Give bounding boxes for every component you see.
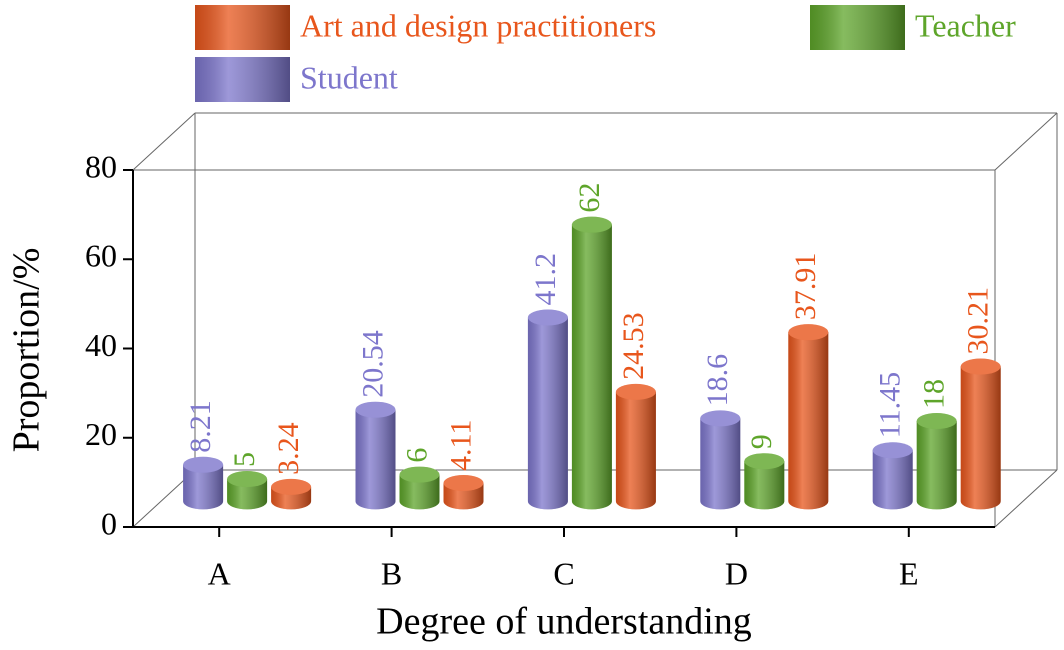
bar-top-highlight <box>399 466 440 483</box>
legend-label: Art and design practitioners <box>300 7 656 43</box>
data-label: 18.6 <box>701 354 734 407</box>
bar-shade <box>527 317 568 510</box>
data-label: 24.53 <box>617 312 650 380</box>
bar-shade <box>788 332 829 510</box>
data-label: 5 <box>228 452 261 467</box>
bar-shade <box>183 464 224 510</box>
bar-shade <box>700 418 741 510</box>
bar-top <box>355 401 396 418</box>
data-label: 9 <box>745 434 778 449</box>
bar-top <box>788 324 829 341</box>
bar-shade <box>571 224 612 510</box>
legend-swatch-shade <box>195 57 290 102</box>
data-label: 20.54 <box>356 330 389 398</box>
data-label: 37.91 <box>789 253 822 321</box>
data-label: 3.24 <box>272 422 305 475</box>
frame-line <box>994 112 1058 171</box>
y-tick-label: 20 <box>85 416 117 452</box>
bar-top <box>571 216 612 233</box>
bar-shade <box>399 474 440 510</box>
x-tick-label: C <box>553 555 574 591</box>
y-tick-label: 0 <box>101 505 117 541</box>
bar-top <box>700 410 741 427</box>
bar-top-highlight <box>615 383 656 400</box>
bar-top-highlight <box>916 413 957 430</box>
bar-top-highlight <box>271 478 312 495</box>
bar-top-highlight <box>443 475 484 492</box>
bar-top-highlight <box>571 216 612 233</box>
legend-label: Student <box>300 59 398 95</box>
bar-shade <box>615 391 656 510</box>
bar-top <box>443 475 484 492</box>
bar-top <box>183 456 224 473</box>
data-label: 11.45 <box>874 372 907 438</box>
x-tick-label: E <box>899 555 919 591</box>
bar-top-highlight <box>355 401 396 418</box>
bar-top-highlight <box>227 471 268 488</box>
legend-label: Teacher <box>915 7 1016 43</box>
y-tick-label: 60 <box>85 238 117 274</box>
frame-line <box>132 112 196 171</box>
bar-shade <box>227 479 268 510</box>
bar-top <box>872 442 913 459</box>
bar-top <box>227 471 268 488</box>
x-tick-label: A <box>208 555 231 591</box>
x-tick-label: B <box>381 555 402 591</box>
bar-top-highlight <box>527 309 568 326</box>
data-label: 41.2 <box>529 253 562 306</box>
bar-top-highlight <box>700 410 741 427</box>
frame-line <box>994 469 1058 528</box>
bar-top <box>744 453 785 470</box>
x-tick-label: D <box>725 555 748 591</box>
bar-top-highlight <box>744 453 785 470</box>
bar-top-highlight <box>183 456 224 473</box>
bar-top-highlight <box>872 442 913 459</box>
bar-top <box>960 358 1001 375</box>
data-label: 8.21 <box>184 400 217 453</box>
data-label: 30.21 <box>962 287 995 354</box>
y-tick-label: 40 <box>85 327 117 363</box>
data-label: 18 <box>918 379 951 409</box>
bar-shade <box>744 461 785 510</box>
legend-swatch-shade <box>810 5 905 50</box>
bar-shade <box>916 421 957 510</box>
bar-top <box>615 383 656 400</box>
bar-shade <box>872 450 913 510</box>
bar-top <box>271 478 312 495</box>
bar-top-highlight <box>960 358 1001 375</box>
bar-top <box>916 413 957 430</box>
x-axis-title: Degree of understanding <box>376 601 752 643</box>
y-axis-title: Proportion/% <box>6 248 48 453</box>
y-tick-label: 80 <box>85 148 117 184</box>
bar-top <box>399 466 440 483</box>
data-label: 62 <box>573 183 606 213</box>
legend-swatch-shade <box>195 5 290 50</box>
bar-top-highlight <box>788 324 829 341</box>
bar-shade <box>960 366 1001 510</box>
data-label: 6 <box>400 448 433 463</box>
data-label: 4.11 <box>444 420 477 471</box>
bar-shade <box>355 409 396 510</box>
bar-top <box>527 309 568 326</box>
